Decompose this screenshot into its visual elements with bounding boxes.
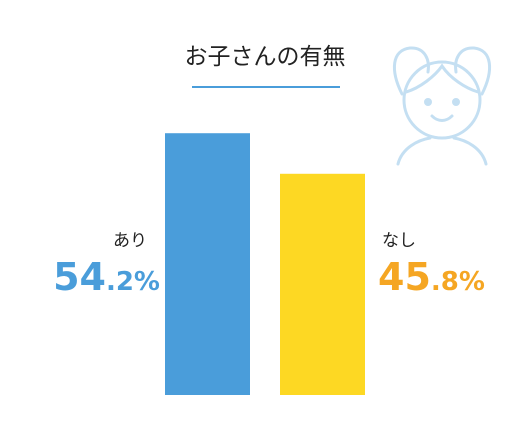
- category-label: なし: [382, 231, 416, 251]
- category-label: あり: [113, 231, 147, 251]
- child-icon: [392, 46, 492, 166]
- bar: [165, 133, 250, 396]
- value-label: 54.2%: [53, 255, 160, 299]
- chart-title: お子さんの有無: [185, 44, 346, 70]
- bar: [280, 173, 365, 395]
- value-label: 45.8%: [378, 255, 485, 299]
